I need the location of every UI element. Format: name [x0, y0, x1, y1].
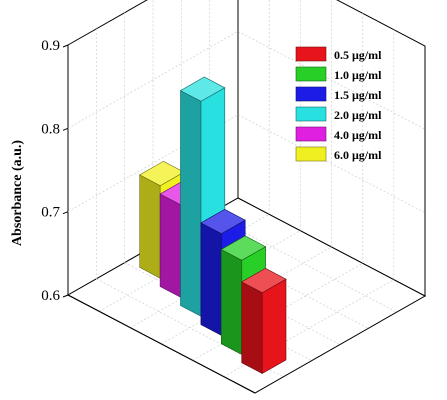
- grid-line: [209, 213, 397, 313]
- floor-right-edge: [235, 382, 256, 394]
- bar-face-left: [221, 249, 243, 355]
- legend-swatch: [295, 46, 327, 62]
- legend-swatch: [295, 86, 327, 102]
- bar-face-left: [139, 174, 161, 279]
- y-tick-mark: [62, 294, 69, 298]
- bar-face-right: [261, 278, 287, 375]
- legend-swatch: [295, 126, 327, 142]
- bar-face-left: [159, 193, 181, 298]
- bar-face-left: [180, 90, 202, 317]
- y-tick-label: 0.9: [41, 38, 60, 54]
- grid-line: [67, 114, 426, 214]
- y-tick-labels: 0.6 0.7 0.8 0.9: [41, 38, 60, 304]
- grid-line: [99, 0, 270, 312]
- bar-face-top: [200, 209, 246, 235]
- bar: [241, 267, 287, 375]
- y-tick-label: 0.7: [41, 205, 60, 221]
- floor-front-edge: [67, 294, 237, 384]
- y-tick-label: 0.6: [41, 288, 60, 304]
- grid-line: [67, 30, 426, 130]
- legend-label: 4.0 μg/ml: [334, 128, 382, 142]
- legend: 0.5 μg/ml 1.0 μg/ml 1.5 μg/ml 2.0 μg/ml 4.0 …: [295, 46, 382, 162]
- legend-label: 0.5 μg/ml: [334, 48, 382, 62]
- y-tick-mark: [62, 127, 69, 131]
- legend-swatch: [295, 146, 327, 162]
- legend-label: 2.0 μg/ml: [334, 108, 382, 122]
- legend-label: 1.5 μg/ml: [334, 88, 382, 102]
- chart-axes: [62, 44, 256, 394]
- legend-label: 1.0 μg/ml: [334, 68, 382, 82]
- chart-bars: [139, 76, 287, 375]
- legend-swatch: [295, 66, 327, 82]
- bar-face-top: [220, 235, 267, 261]
- y-tick-mark: [62, 211, 69, 215]
- bar-face-top: [179, 76, 226, 102]
- y-tick-label: 0.8: [41, 121, 60, 137]
- bar-face-left: [241, 281, 263, 374]
- y-tick-mark: [62, 44, 69, 48]
- legend-swatch: [295, 106, 327, 122]
- y-axis-label: Absorbance (a.u.): [10, 140, 25, 247]
- legend-label: 6.0 μg/ml: [334, 148, 382, 162]
- bar-face-top: [241, 267, 287, 294]
- bar-face-left: [200, 222, 222, 336]
